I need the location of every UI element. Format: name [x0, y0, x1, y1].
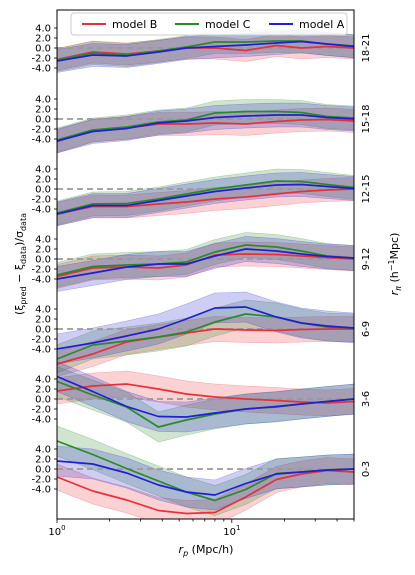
band-model-b-3-6	[57, 370, 354, 417]
y-tick-label: 0.0	[35, 325, 51, 336]
plot-frame	[56, 9, 355, 520]
line-model-b-18-21	[57, 44, 354, 61]
line-model-c-9-12	[57, 244, 354, 276]
band-model-a-9-12	[57, 236, 354, 292]
legend-label-model-b: model B	[112, 18, 157, 31]
y-tick-label: -4.0	[31, 275, 51, 286]
band-model-a-6-9	[57, 291, 354, 365]
band-model-c-12-15	[57, 168, 354, 226]
y-tick-label: 0.0	[35, 255, 51, 266]
confidence-bands	[57, 29, 354, 519]
y-tick-label: 2.0	[35, 315, 51, 326]
line-model-a-18-21	[57, 40, 354, 62]
x-tick-label: 101	[223, 524, 240, 538]
right-axis-label: rπ (h−1Mpc)	[387, 233, 403, 296]
panel-label-18-21: 18-21	[361, 33, 372, 62]
y-tick-label: 0.0	[35, 185, 51, 196]
line-model-b-6-9	[57, 328, 354, 365]
band-model-a-3-6	[57, 361, 354, 433]
y-tick-label: 4.0	[35, 305, 51, 316]
y-tick-label: 0.0	[35, 115, 51, 126]
band-model-c-18-21	[57, 29, 354, 72]
band-model-c-15-18	[57, 99, 354, 153]
y-tick-label: 2.0	[35, 105, 51, 116]
line-model-c-15-18	[57, 110, 354, 141]
y-tick-label: 4.0	[35, 24, 51, 35]
panel-label-12-15: 12-15	[361, 174, 372, 203]
x-axis-label: rp (Mpc/h)	[179, 543, 234, 558]
y-tick-label: 0.0	[35, 44, 51, 55]
panel-range-labels: 18-21 15-18 12-15 9-12 6-9 3-6 0-3	[361, 33, 372, 477]
y-tick-labels: 4.02.00.0-2.0-4.04.02.00.0-2.0-4.04.02.0…	[31, 24, 57, 496]
x-ticks: 100 101	[48, 519, 355, 538]
y-tick-label: -4.0	[31, 64, 51, 75]
line-model-b-12-15	[57, 188, 354, 215]
y-tick-label: 0.0	[35, 395, 51, 406]
panel-label-9-12: 9-12	[361, 248, 372, 271]
y-tick-label: 2.0	[35, 455, 51, 466]
y-tick-label: -2.0	[31, 265, 51, 276]
line-model-b-9-12	[57, 253, 354, 278]
y-tick-label: -2.0	[31, 405, 51, 416]
y-tick-label: -2.0	[31, 125, 51, 136]
band-model-c-9-12	[57, 232, 354, 288]
y-tick-label: 2.0	[35, 245, 51, 256]
panel-label-15-18: 15-18	[361, 104, 372, 133]
model-lines	[57, 40, 354, 515]
line-model-a-0-3	[57, 460, 354, 496]
y-tick-label: 4.0	[35, 165, 51, 176]
y-tick-label: 4.0	[35, 375, 51, 386]
y-tick-label: -4.0	[31, 345, 51, 356]
y-tick-label: 2.0	[35, 385, 51, 396]
y-tick-label: -4.0	[31, 205, 51, 216]
line-model-a-6-9	[57, 306, 354, 350]
band-model-a-18-21	[57, 29, 354, 73]
band-model-c-3-6	[57, 366, 354, 443]
y-tick-label: 4.0	[35, 235, 51, 246]
line-model-a-9-12	[57, 248, 354, 280]
legend-label-model-a: model A	[299, 18, 345, 31]
y-tick-label: -2.0	[31, 195, 51, 206]
line-model-c-12-15	[57, 180, 354, 214]
y-tick-label: -2.0	[31, 475, 51, 486]
y-tick-label: -4.0	[31, 135, 51, 146]
line-model-b-0-3	[57, 469, 354, 515]
panel-label-6-9: 6-9	[361, 321, 372, 337]
y-tick-label: 0.0	[35, 465, 51, 476]
y-tick-label: -2.0	[31, 335, 51, 346]
y-tick-label: 4.0	[35, 95, 51, 106]
y-tick-label: 2.0	[35, 175, 51, 186]
panel-label-0-3: 0-3	[361, 461, 372, 477]
band-model-a-0-3	[57, 445, 354, 511]
line-model-a-3-6	[57, 375, 354, 418]
line-model-a-12-15	[57, 183, 354, 215]
band-model-a-15-18	[57, 102, 354, 154]
panel-label-3-6: 3-6	[361, 391, 372, 407]
line-model-a-15-18	[57, 114, 354, 142]
x-tick-label: 100	[48, 524, 65, 538]
band-model-b-9-12	[57, 241, 354, 289]
y-tick-label: -4.0	[31, 415, 51, 426]
y-tick-label: 4.0	[35, 445, 51, 456]
y-tick-label: -4.0	[31, 485, 51, 496]
legend-box	[70, 12, 348, 36]
y-axis-label: (ξpred − ξdata)/σdata	[13, 213, 28, 315]
legend: model B model C model A	[70, 12, 348, 36]
legend-label-model-c: model C	[205, 18, 251, 31]
y-tick-label: -2.0	[31, 54, 51, 65]
y-tick-label: 2.0	[35, 34, 51, 45]
